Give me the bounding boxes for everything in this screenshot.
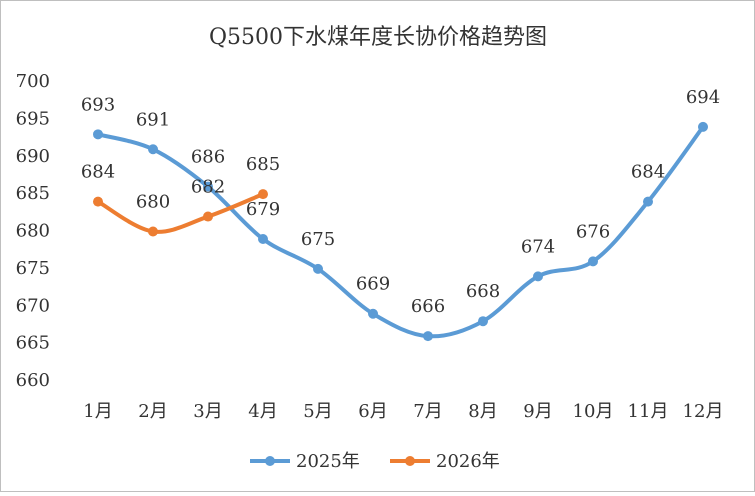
y-tick-label: 675 <box>16 258 50 279</box>
data-point <box>313 263 323 274</box>
legend-marker <box>405 456 415 466</box>
x-tick-label: 3月 <box>193 401 222 422</box>
y-tick-label: 660 <box>16 370 50 391</box>
y-tick-label: 670 <box>16 295 50 316</box>
data-point <box>478 316 488 327</box>
y-tick-label: 685 <box>16 183 50 204</box>
data-point <box>203 181 213 192</box>
data-label: 686 <box>191 147 225 168</box>
legend-marker <box>265 456 275 466</box>
data-label: 669 <box>356 274 390 295</box>
x-tick-label: 7月 <box>413 401 442 422</box>
x-tick-label: 4月 <box>248 401 277 422</box>
data-point <box>93 129 103 140</box>
chart-title: Q5500下水煤年度长协价格趋势图 <box>209 25 547 50</box>
data-label: 684 <box>81 162 115 183</box>
data-point <box>203 211 213 222</box>
data-point <box>93 196 103 207</box>
data-point <box>533 271 543 282</box>
y-tick-label: 665 <box>16 333 50 354</box>
y-tick-label: 680 <box>16 221 50 242</box>
data-label: 679 <box>246 199 280 220</box>
data-label: 693 <box>81 94 115 115</box>
data-point <box>258 189 268 200</box>
x-tick-label: 5月 <box>303 401 332 422</box>
x-tick-label: 12月 <box>683 401 724 422</box>
data-label: 684 <box>631 162 665 183</box>
data-point <box>148 226 158 237</box>
series-line <box>96 192 265 234</box>
y-tick-label: 690 <box>16 146 50 167</box>
x-tick-label: 1月 <box>83 401 112 422</box>
data-label: 685 <box>246 154 280 175</box>
data-point <box>148 144 158 155</box>
x-tick-label: 6月 <box>358 401 387 422</box>
data-point <box>643 196 653 207</box>
x-tick-label: 11月 <box>628 401 669 422</box>
legend-label: 2025年 <box>296 451 360 472</box>
data-label: 694 <box>686 87 720 108</box>
legend-label: 2026年 <box>436 451 500 472</box>
data-label: 666 <box>411 296 445 317</box>
data-point <box>698 121 708 132</box>
data-label: 676 <box>576 221 610 242</box>
y-tick-label: 700 <box>16 71 50 92</box>
x-tick-label: 10月 <box>573 401 614 422</box>
data-label: 668 <box>466 281 500 302</box>
x-tick-label: 9月 <box>523 401 552 422</box>
data-label: 680 <box>136 192 170 213</box>
data-label: 674 <box>521 236 555 257</box>
data-label: 675 <box>301 229 335 250</box>
data-point <box>368 308 378 319</box>
data-point <box>588 256 598 267</box>
x-tick-label: 2月 <box>138 401 167 422</box>
data-point <box>258 233 268 244</box>
x-tick-label: 8月 <box>468 401 497 422</box>
data-label: 691 <box>136 109 170 130</box>
y-tick-label: 695 <box>16 108 50 129</box>
data-label: 682 <box>191 177 225 198</box>
data-point <box>423 331 433 342</box>
